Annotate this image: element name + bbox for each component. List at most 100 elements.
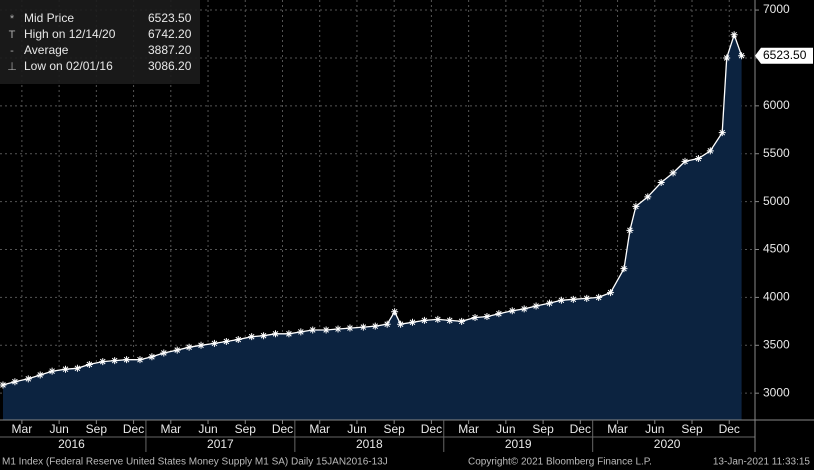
marker [383, 320, 391, 328]
marker [730, 31, 738, 39]
legend-value: 6523.50 [148, 11, 192, 25]
marker [607, 289, 615, 297]
marker [397, 320, 405, 328]
marker [557, 296, 565, 304]
y-tick-label: 4000 [763, 290, 790, 304]
marker [297, 328, 305, 336]
y-tick-label: 5000 [763, 194, 790, 208]
marker [322, 326, 330, 334]
line [2, 32, 743, 386]
x-tick-label: Dec [719, 422, 740, 436]
marker [160, 349, 168, 357]
x-tick-label: Dec [123, 422, 144, 436]
area [2, 34, 742, 421]
marker [24, 375, 32, 383]
year-label: 2018 [356, 437, 383, 451]
footer-timestamp: 13-Jan-2021 11:33:15 [713, 457, 811, 468]
marker [595, 293, 603, 301]
marker [359, 323, 367, 331]
legend-icon: ⊥ [7, 61, 17, 73]
y-tick-label: 5500 [763, 146, 790, 160]
legend-value: 3086.20 [148, 59, 192, 73]
x-tick-label: Sep [235, 422, 257, 436]
legend-box [0, 0, 200, 84]
y-tick-label: 7000 [763, 2, 790, 16]
marker [669, 169, 677, 177]
marker [420, 316, 428, 324]
x-tick-label: Jun [198, 422, 217, 436]
marker [408, 318, 416, 326]
marker [681, 157, 689, 165]
marker [706, 147, 714, 155]
legend-name: Average [24, 43, 69, 57]
marker [123, 356, 131, 364]
x-tick-label: Jun [49, 422, 68, 436]
marker [111, 357, 119, 365]
marker [346, 324, 354, 332]
legend: * Mid Price 6523.50 T High on 12/14/20 6742.2… [0, 0, 200, 84]
year-label: 2017 [207, 437, 234, 451]
marker [583, 294, 591, 302]
x-tick-label: Sep [383, 422, 405, 436]
y-tick-label: 3500 [763, 337, 790, 351]
x-tick-label: Jun [645, 422, 664, 436]
marker [520, 305, 528, 313]
marker [271, 330, 279, 338]
marker [657, 178, 665, 186]
legend-icon: T [9, 29, 16, 41]
marker [718, 129, 726, 137]
x-tick-label: Mar [607, 422, 628, 436]
x-tick-label: Dec [570, 422, 591, 436]
year-label: 2019 [505, 437, 532, 451]
marker [446, 316, 454, 324]
y-tick-label: 6000 [763, 98, 790, 112]
marker [0, 381, 7, 389]
marker [738, 52, 746, 60]
x-tick-label: Mar [309, 422, 330, 436]
marker [11, 378, 19, 386]
x-tick-label: Jun [496, 422, 515, 436]
legend-name: Mid Price [24, 11, 74, 25]
marker [62, 365, 70, 373]
marker [285, 330, 293, 338]
legend-value: 3887.20 [148, 43, 192, 57]
legend-name: High on 12/14/20 [24, 27, 116, 41]
x-tick-label: Mar [160, 422, 181, 436]
footer-copyright: Copyright© 2021 Bloomberg Finance L.P. [468, 457, 652, 468]
y-tick-label: 4500 [763, 242, 790, 256]
marker [620, 265, 628, 273]
marker [391, 308, 399, 316]
marker [197, 341, 205, 349]
marker [185, 343, 193, 351]
marker [632, 202, 640, 210]
x-tick-label: Jun [347, 422, 366, 436]
marker [471, 314, 479, 322]
last-value-label: 6523.50 [763, 48, 807, 62]
marker [48, 367, 56, 375]
x-tick-label: Dec [421, 422, 442, 436]
marker [434, 315, 442, 323]
legend-icon: * [10, 13, 15, 25]
marker [148, 353, 156, 361]
marker [371, 322, 379, 330]
marker [136, 356, 144, 364]
year-label: 2020 [654, 437, 681, 451]
marker [85, 360, 93, 368]
marker [99, 358, 107, 366]
marker [569, 295, 577, 303]
legend-icon: - [10, 45, 14, 57]
y-tick-label: 3000 [763, 385, 790, 399]
marker [36, 371, 44, 379]
marker [458, 317, 466, 325]
legend-name: Low on 02/01/16 [24, 59, 113, 73]
marker [483, 313, 491, 321]
footer-source: M1 Index (Federal Reserve United States … [2, 457, 388, 468]
marker [260, 332, 268, 340]
legend-value: 6742.20 [148, 27, 192, 41]
marker [626, 226, 634, 234]
x-tick-label: Sep [532, 422, 554, 436]
marker [694, 155, 702, 163]
marker [508, 307, 516, 315]
marker [73, 364, 81, 372]
